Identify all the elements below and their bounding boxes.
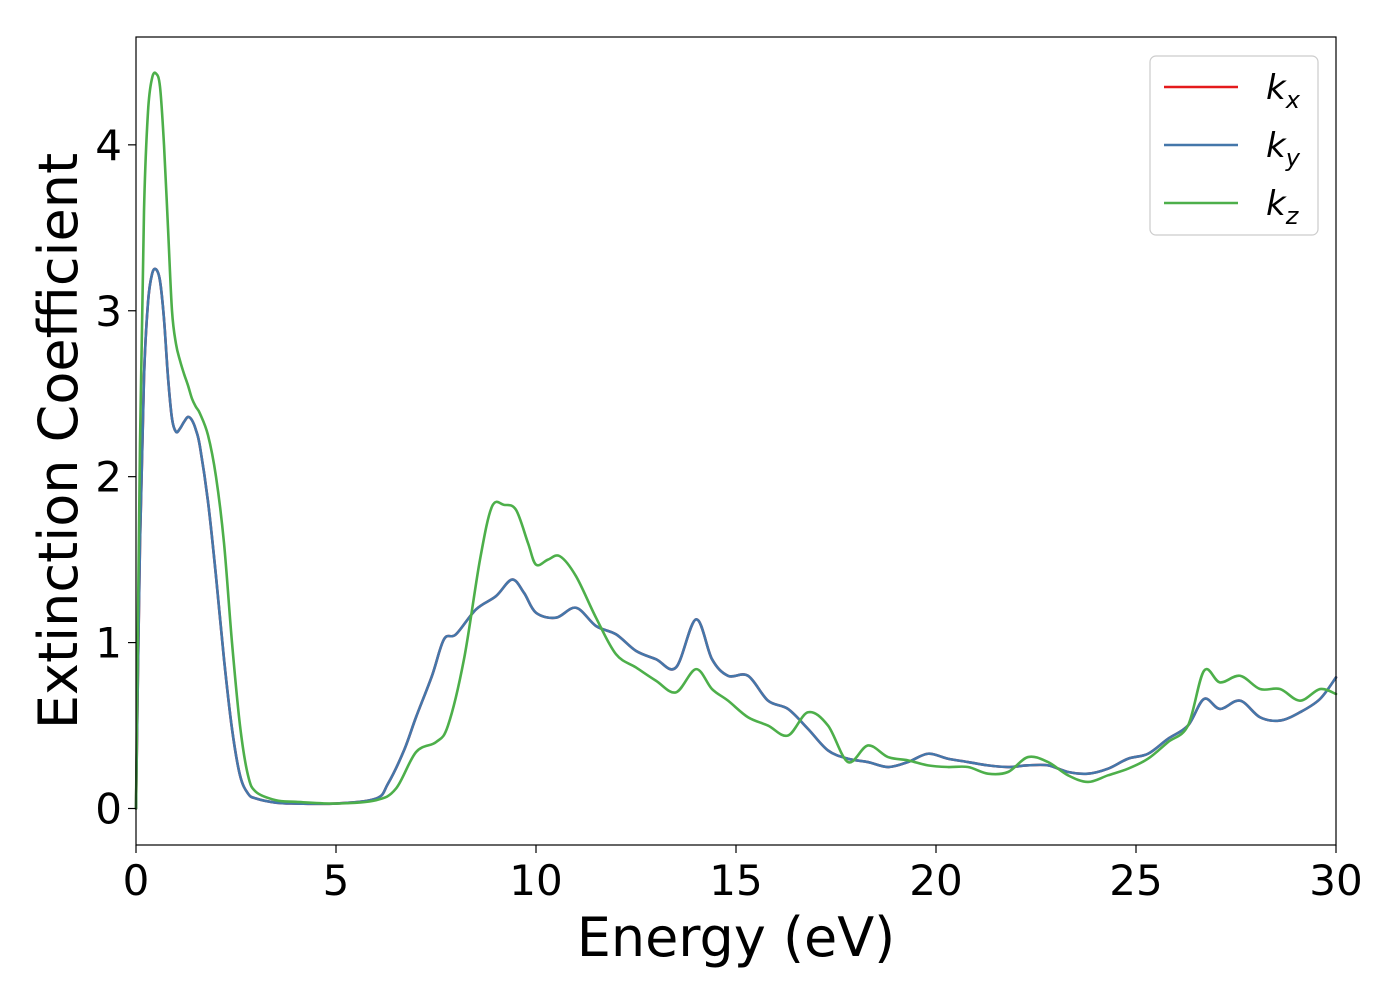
legend-label-kx: kx — [1266, 68, 1301, 114]
x-tick-label: 25 — [1109, 856, 1162, 905]
y-axis: 0 1 2 3 4 — [95, 121, 136, 833]
y-tick-label: 1 — [95, 619, 122, 668]
x-tick-label: 5 — [323, 856, 350, 905]
series-layer — [134, 71, 1338, 810]
y-tick-label: 3 — [95, 287, 122, 336]
y-tick-label: 2 — [95, 453, 122, 502]
x-axis-label: Energy (eV) — [577, 906, 896, 969]
x-tick-label: 10 — [509, 856, 562, 905]
y-axis-label: Extinction Coefficient — [27, 153, 90, 729]
series-line-kz — [134, 71, 1338, 810]
x-axis: 0 5 10 15 20 25 30 — [123, 845, 1363, 905]
x-tick-label: 30 — [1309, 856, 1362, 905]
x-tick-label: 15 — [709, 856, 762, 905]
legend-label-kz: kz — [1266, 184, 1300, 230]
y-tick-label: 4 — [95, 121, 122, 170]
legend: kx ky kz — [1149, 55, 1319, 236]
legend-label-ky: ky — [1266, 126, 1301, 172]
series-line-ky — [134, 267, 1338, 810]
x-tick-label: 20 — [909, 856, 962, 905]
x-tick-label: 0 — [123, 856, 150, 905]
y-tick-label: 0 — [95, 784, 122, 833]
